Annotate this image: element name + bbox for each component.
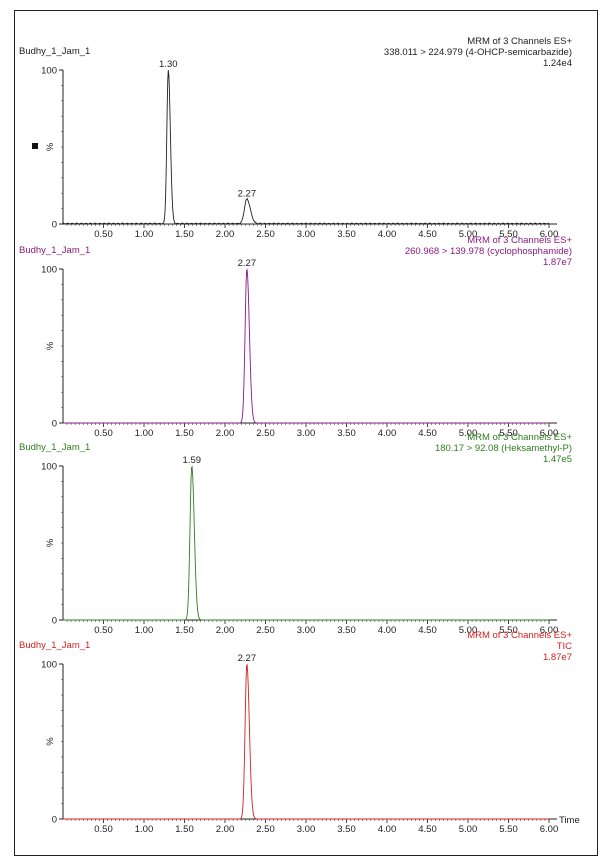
x-tick-label: 5.50: [499, 625, 518, 636]
x-tick-label: 2.00: [216, 229, 235, 240]
peak-label: 2.27: [238, 188, 257, 199]
x-tick-label: 0.50: [94, 428, 113, 439]
peak-label: 2.27: [238, 258, 257, 269]
sample-label: Budhy_1_Jam_1: [19, 46, 90, 57]
channel-header-line: 260.968 > 139.978 (cyclophosphamide): [405, 246, 572, 257]
series-trace: [63, 465, 549, 621]
x-tick-label: 2.50: [256, 824, 275, 835]
y-tick-label: 100: [41, 462, 57, 473]
x-tick-label: 3.50: [337, 428, 356, 439]
x-tick-label: 1.50: [175, 625, 194, 636]
x-tick-label: 0.50: [94, 625, 113, 636]
x-tick-label: 5.00: [459, 625, 478, 636]
sample-label: Budhy_1_Jam_1: [19, 245, 90, 256]
y-tick-label: 100: [41, 660, 57, 671]
x-tick-label: 1.50: [175, 229, 194, 240]
peak-label: 2.27: [238, 653, 257, 664]
x-tick-label: 5.50: [499, 824, 518, 835]
x-tick-label: 3.50: [337, 824, 356, 835]
x-tick-label: 0.50: [94, 229, 113, 240]
x-tick-label: 4.00: [378, 625, 397, 636]
series-trace: [63, 268, 549, 424]
x-tick-label: 6.00: [540, 428, 559, 439]
x-tick-label: 5.00: [459, 229, 478, 240]
channel-header-line: 1.47e5: [543, 454, 572, 465]
y-axis-label: %: [45, 142, 56, 151]
x-tick-label: 1.00: [135, 428, 154, 439]
channel-header-line: 338.011 > 224.979 (4-OHCP-semicarbazide): [384, 47, 572, 58]
x-tick-label: 3.50: [337, 229, 356, 240]
x-tick-label: 4.50: [418, 824, 437, 835]
x-tick-label: 4.50: [418, 229, 437, 240]
x-tick-label: 4.00: [378, 428, 397, 439]
x-tick-label: 4.00: [378, 229, 397, 240]
y-tick-label: 0: [52, 616, 57, 627]
x-tick-label: 3.00: [297, 824, 316, 835]
x-tick-label: 0.50: [94, 824, 113, 835]
peak-label: 1.30: [159, 59, 178, 70]
x-axis-label: Time: [559, 815, 580, 826]
x-tick-label: 2.00: [216, 625, 235, 636]
square-marker-icon: [32, 143, 38, 149]
channel-header-line: 1.87e7: [543, 257, 572, 268]
channel-header-line: 1.87e7: [543, 652, 572, 663]
x-tick-label: 6.00: [540, 229, 559, 240]
peak-label: 1.59: [183, 455, 202, 466]
x-tick-label: 5.50: [499, 428, 518, 439]
sample-label: Budhy_1_Jam_1: [19, 640, 90, 651]
x-tick-label: 5.50: [499, 229, 518, 240]
x-tick-label: 1.00: [135, 625, 154, 636]
x-tick-label: 5.00: [459, 824, 478, 835]
y-axis-label: %: [45, 737, 56, 746]
series-trace: [63, 663, 549, 820]
y-tick-label: 0: [52, 815, 57, 826]
y-tick-label: 100: [41, 66, 57, 77]
x-tick-label: 1.50: [175, 428, 194, 439]
y-tick-label: 0: [52, 419, 57, 430]
x-tick-label: 2.50: [256, 428, 275, 439]
x-tick-label: 2.00: [216, 428, 235, 439]
channel-header-line: 180.17 > 92.08 (Heksamethyl-P): [435, 443, 572, 454]
x-tick-label: 2.50: [256, 229, 275, 240]
x-tick-label: 6.00: [540, 824, 559, 835]
channel-header-line: MRM of 3 Channels ES+: [467, 432, 572, 443]
y-axis-label: %: [45, 538, 56, 547]
x-tick-label: 1.00: [135, 229, 154, 240]
x-tick-label: 3.50: [337, 625, 356, 636]
figure-frame: Budhy_1_Jam_1 MRM of 3 Channels ES+ 338.01…: [14, 10, 598, 856]
channel-header-line: MRM of 3 Channels ES+: [467, 36, 572, 47]
channel-header-line: TIC: [557, 641, 572, 652]
x-tick-label: 3.00: [297, 229, 316, 240]
x-tick-label: 4.50: [418, 625, 437, 636]
x-tick-label: 6.00: [540, 625, 559, 636]
x-tick-label: 3.00: [297, 625, 316, 636]
x-tick-label: 3.00: [297, 428, 316, 439]
x-tick-label: 2.50: [256, 625, 275, 636]
channel-header-line: MRM of 3 Channels ES+: [467, 235, 572, 246]
y-axis-label: %: [45, 341, 56, 350]
y-tick-label: 100: [41, 265, 57, 276]
channel-header-line: MRM of 3 Channels ES+: [467, 630, 572, 641]
series-trace: [62, 69, 550, 225]
x-tick-label: 1.50: [175, 824, 194, 835]
x-tick-label: 1.00: [135, 824, 154, 835]
x-tick-label: 2.00: [216, 824, 235, 835]
x-tick-label: 4.50: [418, 428, 437, 439]
y-tick-label: 0: [52, 220, 57, 231]
x-tick-label: 4.00: [378, 824, 397, 835]
x-tick-label: 5.00: [459, 428, 478, 439]
sample-label: Budhy_1_Jam_1: [19, 442, 90, 453]
channel-header-line: 1.24e4: [543, 58, 572, 69]
